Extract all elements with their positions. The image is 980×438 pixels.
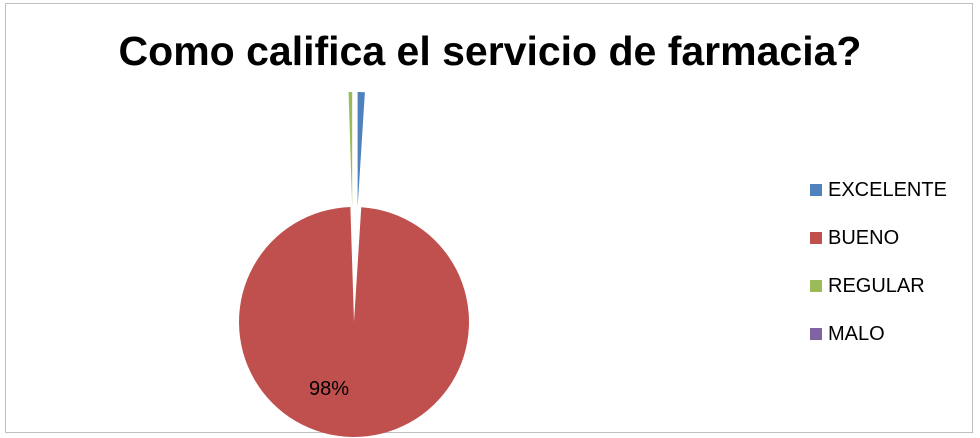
legend-label-malo: MALO <box>828 322 885 345</box>
legend-item-excelente: EXCELENTE <box>810 175 947 205</box>
legend-label-excelente: EXCELENTE <box>828 178 947 201</box>
legend-label-regular: REGULAR <box>828 274 925 297</box>
legend-item-bueno: BUENO <box>810 223 947 253</box>
legend-swatch-excelente <box>810 184 822 196</box>
pie-slice-regular <box>348 92 353 208</box>
legend-swatch-malo <box>810 328 822 340</box>
chart-legend: EXCELENTE BUENO REGULAR MALO <box>810 175 947 367</box>
legend-label-bueno: BUENO <box>828 226 900 249</box>
chart-frame <box>5 3 973 433</box>
legend-swatch-regular <box>810 280 822 292</box>
legend-item-regular: REGULAR <box>810 271 947 301</box>
pie-slice-excelente <box>357 92 365 208</box>
pie-slices <box>238 92 469 437</box>
pie-slice-bueno <box>238 207 469 437</box>
legend-swatch-bueno <box>810 232 822 244</box>
chart-title: Como califica el servicio de farmacia? <box>118 28 862 74</box>
legend-item-malo: MALO <box>810 319 947 349</box>
data-label-bueno: 98% <box>309 378 349 400</box>
